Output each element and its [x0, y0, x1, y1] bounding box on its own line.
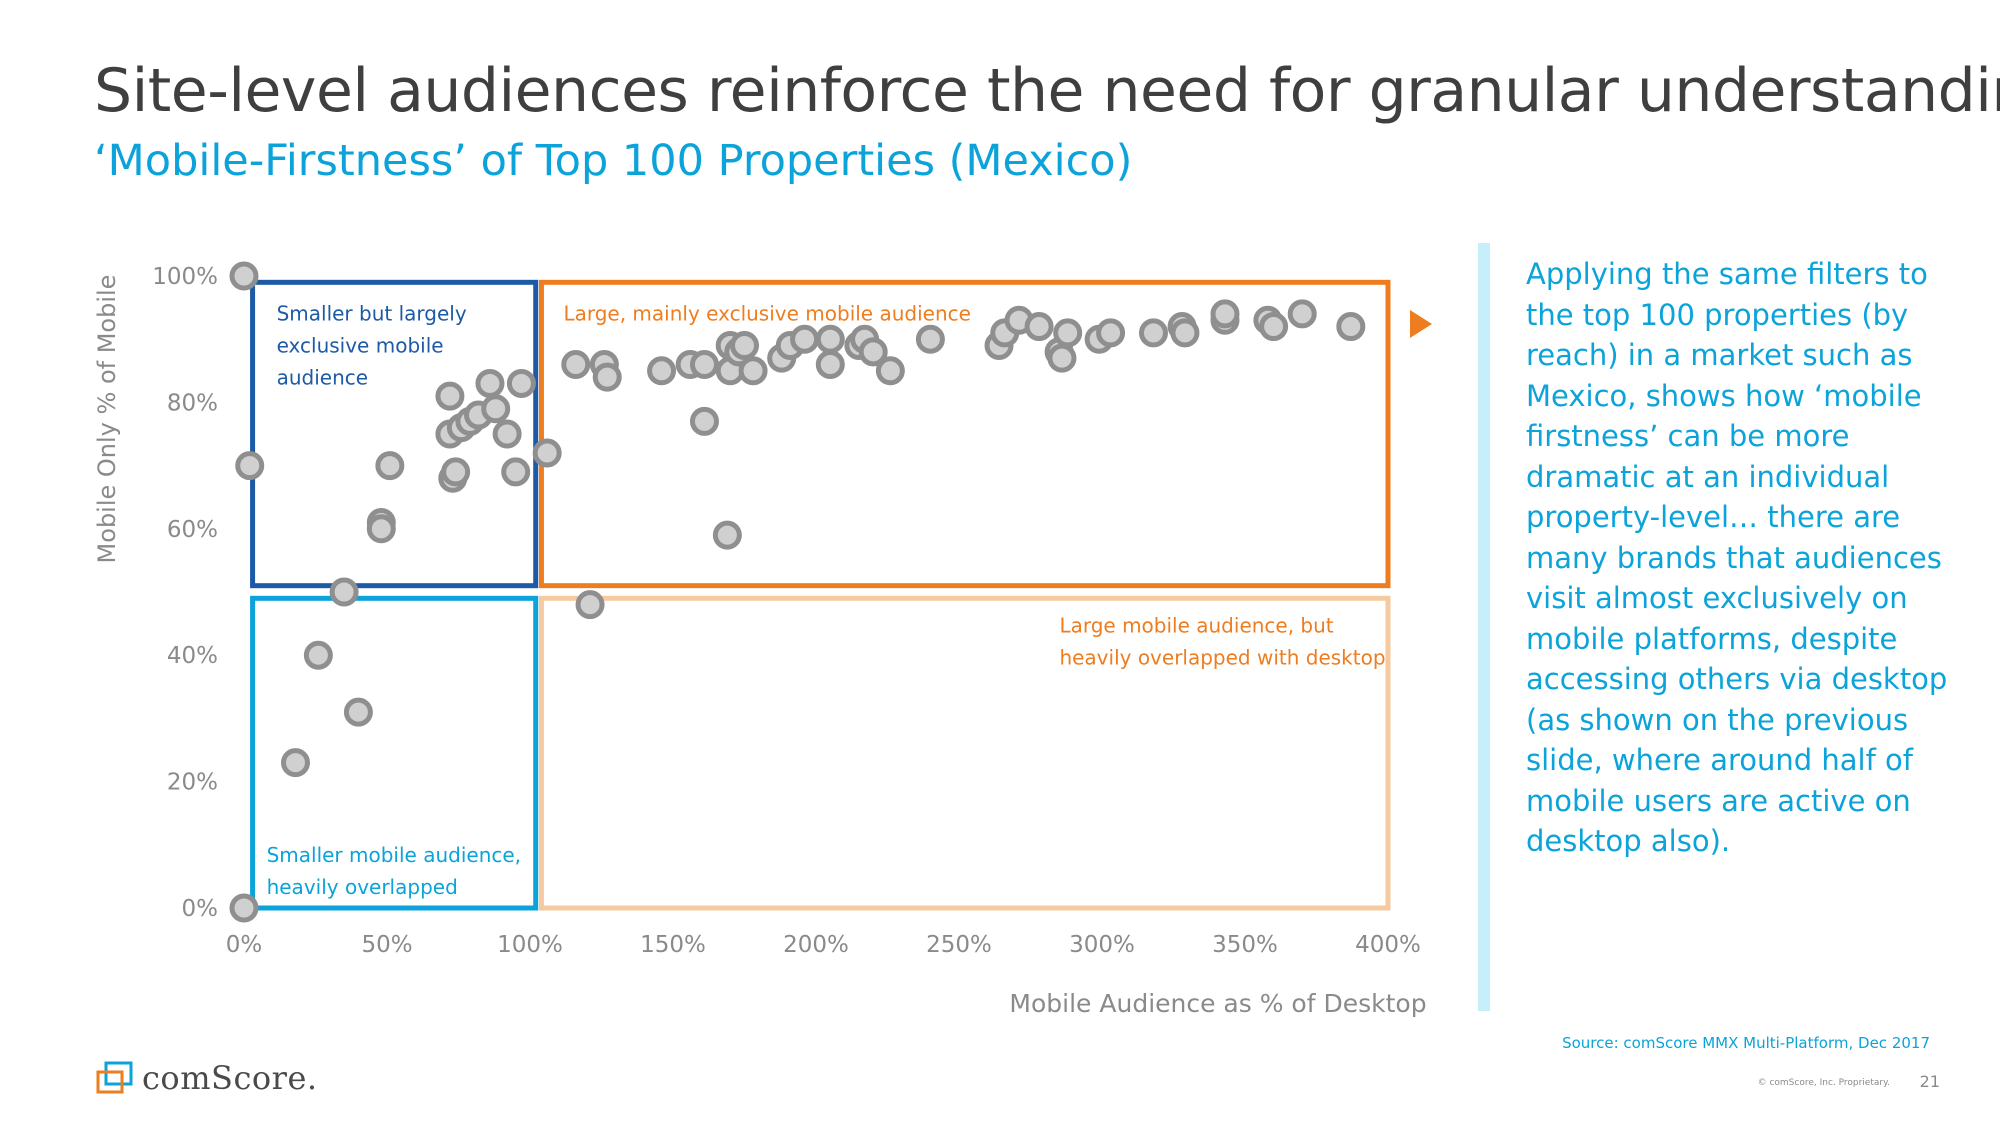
- data-point: [441, 457, 471, 487]
- quadrant-box-1: [250, 279, 539, 589]
- data-point: [1096, 318, 1126, 348]
- data-point: [689, 406, 719, 436]
- logo-mark-icon: [96, 1061, 133, 1094]
- data-point: [738, 356, 768, 386]
- quadrant-label-4: heavily overlapped with desktop: [1059, 645, 1385, 669]
- quadrant-box-2: [538, 279, 1391, 589]
- data-point: [481, 394, 511, 424]
- data-point: [815, 349, 845, 379]
- data-point: [329, 577, 359, 607]
- data-point: [492, 419, 522, 449]
- quadrant-label-3: Smaller mobile audience,: [267, 843, 521, 867]
- x-tick-label: 250%: [926, 932, 992, 958]
- logo-text: comScore.: [142, 1059, 318, 1097]
- data-point: [475, 368, 505, 398]
- data-point: [858, 337, 888, 367]
- data-point: [712, 520, 742, 550]
- commentary-text: Applying the same filters to the top 100…: [1526, 257, 1948, 858]
- data-point: [235, 451, 265, 481]
- data-point: [1287, 299, 1317, 329]
- y-tick-label: 20%: [167, 770, 218, 796]
- data-point: [532, 438, 562, 468]
- quadrant-label-2: Large, mainly exclusive mobile audience: [563, 301, 971, 325]
- data-point: [229, 261, 259, 291]
- data-point: [689, 349, 719, 379]
- data-point: [915, 324, 945, 354]
- points-layer: [229, 261, 1366, 923]
- data-point: [366, 514, 396, 544]
- x-tick-label: 200%: [783, 932, 849, 958]
- page-number: 21: [1919, 1072, 1940, 1091]
- data-point: [375, 451, 405, 481]
- x-tick-label: 400%: [1355, 932, 1421, 958]
- data-point: [1138, 318, 1168, 348]
- x-tick-label: 0%: [226, 932, 263, 958]
- data-point: [501, 457, 531, 487]
- data-point: [1170, 318, 1200, 348]
- quadrant-box-4: [538, 595, 1391, 911]
- y-tick-label: 80%: [167, 390, 218, 416]
- data-point: [561, 349, 591, 379]
- x-tick-label: 100%: [497, 932, 563, 958]
- quadrant-label-1: Smaller but largely: [277, 301, 467, 325]
- tick-layer: 0% 50% 100% 150% 200% 250% 300% 350% 400% 0% 20% 40…: [152, 264, 1421, 958]
- data-point: [730, 331, 759, 361]
- data-point: [575, 590, 605, 620]
- x-tick-label: 300%: [1069, 932, 1135, 958]
- divider-bar: [1478, 243, 1490, 1011]
- data-point: [1210, 299, 1240, 329]
- data-point: [343, 697, 373, 727]
- right-arrow-icon: [1410, 310, 1432, 338]
- y-tick-label: 40%: [167, 643, 218, 669]
- x-tick-label: 150%: [640, 932, 706, 958]
- data-point: [815, 324, 845, 354]
- quadrant-layer: Smaller but largely exclusive mobile audie…: [250, 279, 1391, 911]
- page-title: Site-level audiences reinforce the need …: [94, 56, 2000, 126]
- data-point: [229, 893, 259, 923]
- y-tick-label: 0%: [182, 896, 219, 922]
- data-point: [303, 640, 333, 670]
- x-tick-label: 50%: [361, 932, 412, 958]
- data-point: [647, 356, 677, 386]
- data-point: [1336, 312, 1366, 342]
- x-tick-label: 350%: [1212, 932, 1278, 958]
- quadrant-box-3: [250, 595, 539, 911]
- y-tick-label: 60%: [167, 517, 218, 543]
- data-point: [435, 381, 465, 411]
- quadrant-label-4: Large mobile audience, but: [1059, 613, 1333, 637]
- y-tick-label: 100%: [152, 264, 218, 290]
- comscore-logo: comScore.: [94, 1058, 318, 1098]
- copyright-note: © comScore, Inc. Proprietary.: [1757, 1078, 1890, 1088]
- data-point: [592, 362, 622, 392]
- quadrant-label-1: audience: [277, 365, 368, 389]
- x-axis-label: Mobile Audience as % of Desktop: [1009, 989, 1426, 1018]
- data-point: [1047, 343, 1077, 373]
- y-axis-label: Mobile Only % of Mobile: [93, 275, 121, 564]
- data-point: [1259, 312, 1289, 342]
- quadrant-label-1: exclusive mobile: [277, 333, 444, 357]
- data-point: [790, 324, 820, 354]
- source-note: Source: comScore MMX Multi-Platform, Dec…: [1562, 1034, 1930, 1052]
- data-point: [1053, 318, 1083, 348]
- page-subtitle: ‘Mobile-Firstness’ of Top 100 Properties…: [94, 136, 1133, 186]
- data-point: [280, 748, 310, 778]
- data-point: [506, 368, 536, 398]
- data-point: [875, 356, 905, 386]
- data-point: [1024, 312, 1054, 342]
- quadrant-label-3: heavily overlapped: [267, 875, 458, 899]
